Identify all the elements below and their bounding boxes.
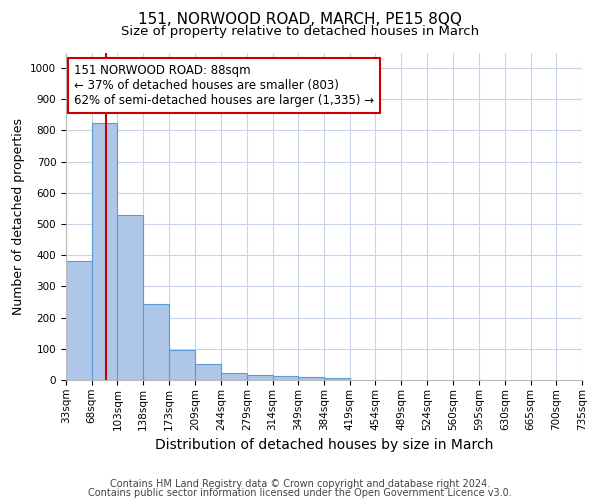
Bar xyxy=(272,376,298,380)
Bar xyxy=(221,373,247,380)
Bar xyxy=(247,376,272,380)
Text: Size of property relative to detached houses in March: Size of property relative to detached ho… xyxy=(121,25,479,38)
Text: 151 NORWOOD ROAD: 88sqm
← 37% of detached houses are smaller (803)
62% of semi-d: 151 NORWOOD ROAD: 88sqm ← 37% of detache… xyxy=(74,64,374,107)
Bar xyxy=(143,304,169,380)
Bar xyxy=(118,214,143,380)
Text: Contains HM Land Registry data © Crown copyright and database right 2024.: Contains HM Land Registry data © Crown c… xyxy=(110,479,490,489)
Text: 151, NORWOOD ROAD, MARCH, PE15 8QQ: 151, NORWOOD ROAD, MARCH, PE15 8QQ xyxy=(138,12,462,28)
Bar xyxy=(92,122,118,380)
Bar xyxy=(196,364,221,380)
Bar xyxy=(298,377,324,380)
Bar xyxy=(169,350,194,380)
Bar xyxy=(66,262,92,380)
Bar xyxy=(324,378,350,380)
Text: Contains public sector information licensed under the Open Government Licence v3: Contains public sector information licen… xyxy=(88,488,512,498)
X-axis label: Distribution of detached houses by size in March: Distribution of detached houses by size … xyxy=(155,438,493,452)
Y-axis label: Number of detached properties: Number of detached properties xyxy=(11,118,25,315)
